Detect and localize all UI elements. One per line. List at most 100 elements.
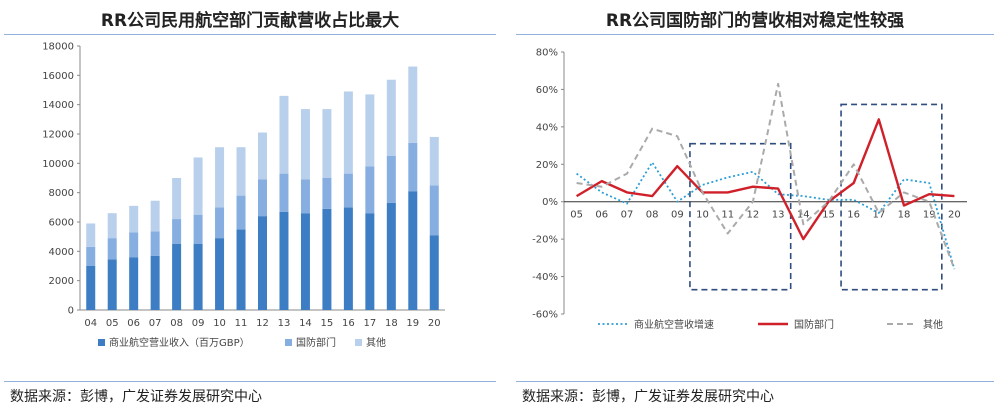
bar-segment-0 <box>279 211 289 310</box>
bar-segment-1 <box>129 232 139 258</box>
bar-segment-2 <box>386 79 396 156</box>
y-tick-label: 60% <box>536 85 558 96</box>
series-line-1 <box>575 118 955 241</box>
x-tick-label: 11 <box>721 210 734 221</box>
bar-segment-0 <box>150 255 160 310</box>
legend-label-0: 商业航空营业收入（百万GBP） <box>109 336 250 349</box>
bar-segment-2 <box>172 178 182 220</box>
x-tick-label: 16 <box>847 210 860 221</box>
y-tick-label: 8000 <box>49 188 74 199</box>
bar-segment-2 <box>236 147 246 196</box>
bar-segment-0 <box>215 238 225 310</box>
series-line-2 <box>576 82 956 270</box>
bar-segment-1 <box>429 185 439 236</box>
bar-segment-0 <box>386 202 396 310</box>
y-tick-label: 40% <box>536 122 558 133</box>
y-tick-label: -20% <box>532 235 558 246</box>
bar-segment-0 <box>429 235 439 310</box>
bar-segment-2 <box>300 109 310 180</box>
bar-segment-0 <box>365 213 375 310</box>
x-tick-label: 06 <box>595 210 608 221</box>
left-source-rule <box>4 381 496 382</box>
legend-label-2: 其他 <box>923 318 943 331</box>
bar-segment-2 <box>408 66 418 143</box>
bar-segment-1 <box>107 238 117 260</box>
bar-segment-0 <box>172 244 182 310</box>
bar-segment-0 <box>129 257 139 310</box>
y-tick-label: -60% <box>532 310 558 321</box>
bar-segment-2 <box>258 132 267 180</box>
bar-chart: 0200040006000800010000120001400016000180… <box>42 42 445 349</box>
left-chart-panel: RR公司民用航空部门贡献营收占比最大 0 2000 4000 6000 8000 1000… <box>4 11 496 405</box>
bar-segment-1 <box>172 219 182 244</box>
y-tick-label: 80% <box>536 48 558 59</box>
bar-segment-2 <box>429 136 439 186</box>
x-tick-label: 11 <box>235 318 248 329</box>
left-source-note: 数据来源：彭博，广发证券发展研究中心 <box>10 389 262 405</box>
y-tick-label: 14000 <box>42 100 74 111</box>
y-tick-label: 12000 <box>42 130 74 141</box>
x-tick-label: 18 <box>898 210 911 221</box>
bar-segment-0 <box>322 208 332 310</box>
y-tick-label: 0% <box>542 197 558 208</box>
bar-segment-1 <box>408 142 418 192</box>
x-tick-label: 18 <box>385 318 398 329</box>
y-tick-label: 4000 <box>49 247 74 258</box>
bar-segment-0 <box>408 191 418 310</box>
legend-swatch-1 <box>285 339 292 346</box>
left-title-rule <box>4 34 496 35</box>
x-tick-label: 13 <box>772 210 785 221</box>
x-tick-label: 14 <box>797 210 810 221</box>
bar-segment-0 <box>343 207 353 310</box>
x-tick-label: 05 <box>570 210 583 221</box>
x-tick-label: 08 <box>646 210 659 221</box>
bar-segment-1 <box>343 173 353 208</box>
bar-segment-2 <box>215 147 225 208</box>
x-tick-label: 10 <box>696 210 709 221</box>
right-chart-panel: RR公司国防部门的营收相对稳定性较强 -60% -40% -20% 0% 20% 40% 6… <box>512 0 998 415</box>
x-tick-label: 15 <box>822 210 835 221</box>
bar-segment-2 <box>365 94 375 167</box>
x-tick-label: 13 <box>278 318 291 329</box>
bar-segment-2 <box>129 205 139 233</box>
x-tick-label: 05 <box>106 318 119 329</box>
x-tick-label: 04 <box>84 318 97 329</box>
x-tick-label: 15 <box>321 318 334 329</box>
bar-segment-1 <box>365 166 375 214</box>
x-tick-label: 12 <box>747 210 760 221</box>
bar-segment-0 <box>86 266 96 310</box>
legend-swatch-2 <box>355 339 362 346</box>
right-source-note: 数据来源：彭博，广发证券发展研究中心 <box>522 389 774 405</box>
x-tick-label: 06 <box>127 318 140 329</box>
bar-segment-1 <box>236 195 246 230</box>
x-tick-label: 12 <box>256 318 269 329</box>
y-tick-label: 0 <box>68 306 74 317</box>
bar-segment-2 <box>193 157 203 215</box>
bar-segment-1 <box>193 214 203 244</box>
bar-segment-2 <box>343 91 353 174</box>
x-tick-label: 19 <box>923 210 936 221</box>
bar-segment-0 <box>300 213 310 310</box>
x-tick-label: 09 <box>192 318 205 329</box>
y-tick-label: 2000 <box>49 276 74 287</box>
bar-segment-2 <box>86 223 96 247</box>
line-chart: -60% -40% -20% 0% 20% 40% 60% 80% 05 06 07 08 09 10 11… <box>532 48 967 331</box>
y-tick-label: 20% <box>536 160 558 171</box>
x-tick-label: 14 <box>299 318 312 329</box>
annotation-box-1 <box>840 103 943 291</box>
bar-segment-0 <box>236 229 246 310</box>
annotation-box-0 <box>689 142 792 291</box>
legend-label-2: 其他 <box>366 336 386 349</box>
bar-segment-1 <box>215 207 225 239</box>
y-tick-label: 18000 <box>42 42 74 53</box>
x-tick-label: 09 <box>671 210 684 221</box>
x-tick-label: 16 <box>342 318 355 329</box>
y-tick-label: -40% <box>532 272 558 283</box>
bar-segment-2 <box>107 213 117 239</box>
bar-segment-1 <box>300 179 310 214</box>
x-tick-label: 20 <box>948 210 961 221</box>
legend-swatch-0 <box>98 339 105 346</box>
x-tick-label: 08 <box>170 318 183 329</box>
x-tick-label: 07 <box>621 210 634 221</box>
bar-segment-1 <box>258 179 267 217</box>
